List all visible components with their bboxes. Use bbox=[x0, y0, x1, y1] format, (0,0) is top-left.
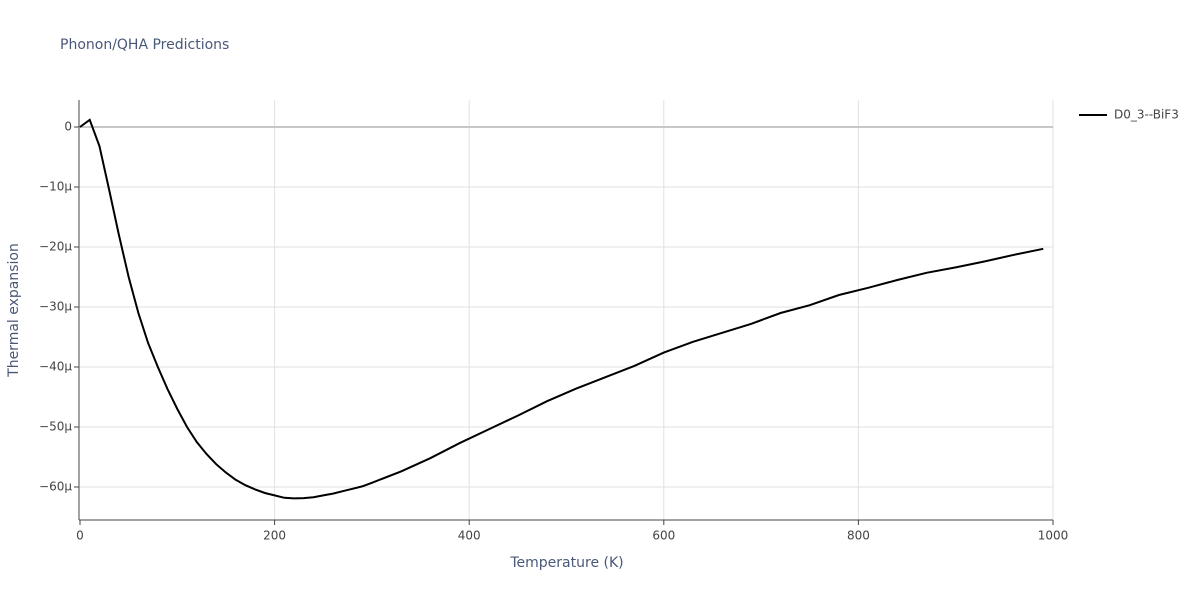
grid bbox=[80, 100, 1054, 520]
data-line bbox=[79, 118, 1044, 500]
y-tick-label: 0 bbox=[64, 120, 72, 134]
y-axis-title: Thermal expansion bbox=[6, 243, 22, 378]
x-tick-label: 1000 bbox=[1038, 529, 1069, 543]
y-tick-label: −30µ bbox=[39, 300, 72, 314]
y-tick-label: −40µ bbox=[39, 360, 72, 374]
y-tick-label: −20µ bbox=[39, 240, 72, 254]
x-tick-label: 600 bbox=[652, 529, 675, 543]
legend-label: D0_3--BiF3 bbox=[1114, 108, 1179, 122]
plot bbox=[79, 118, 1044, 500]
x-tick-label: 800 bbox=[847, 529, 870, 543]
y-tick-label: −50µ bbox=[39, 420, 72, 434]
y-tick-label: −10µ bbox=[39, 180, 72, 194]
x-tick-label: 200 bbox=[263, 529, 286, 543]
x-tick-label: 0 bbox=[76, 529, 84, 543]
chart-title: Phonon/QHA Predictions bbox=[60, 37, 229, 53]
x-tick-label: 400 bbox=[458, 529, 481, 543]
y-tick-label: −60µ bbox=[39, 480, 72, 494]
x-axis-title: Temperature (K) bbox=[509, 555, 623, 571]
